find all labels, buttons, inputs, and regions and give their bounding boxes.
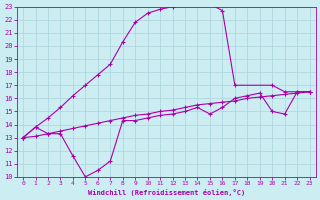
X-axis label: Windchill (Refroidissement éolien,°C): Windchill (Refroidissement éolien,°C) [88, 189, 245, 196]
